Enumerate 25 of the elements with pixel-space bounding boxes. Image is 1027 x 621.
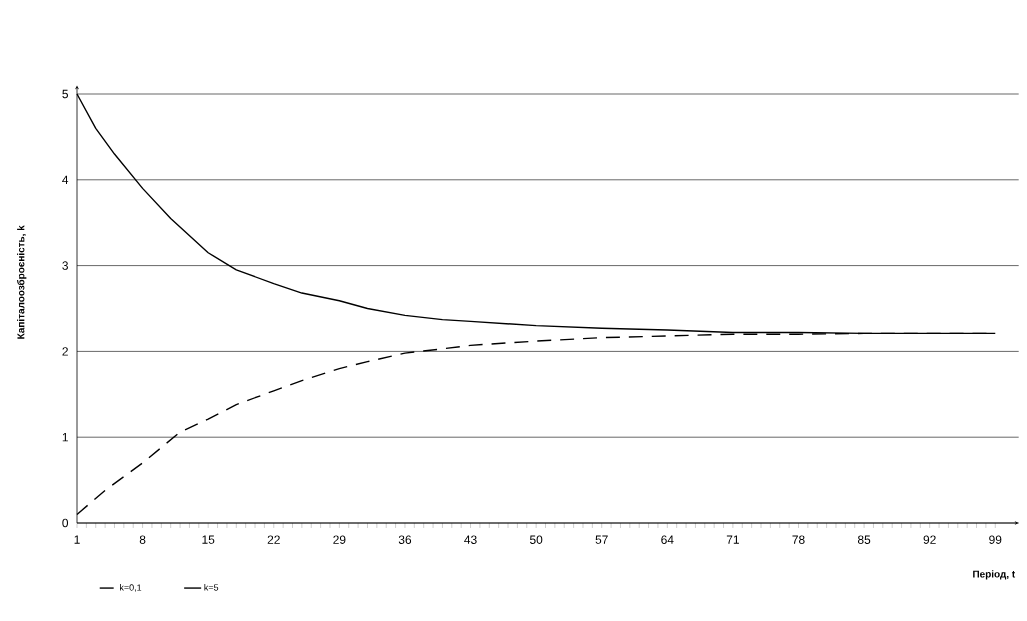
x-axis-title: Період, t [973,570,1016,580]
x-tick-label: 71 [726,535,739,544]
x-tick-label: 78 [792,535,805,544]
x-tick-label: 8 [139,535,146,544]
x-tick-label: 57 [595,535,608,544]
legend-label: k=0,1 [120,584,142,592]
x-tick-label: 99 [989,535,1002,544]
y-tick-label: 2 [62,347,68,356]
y-axis-title: Капіталоозброєність, k [17,225,27,339]
legend-label: k=5 [204,584,219,591]
x-tick-label: 15 [202,535,215,544]
y-tick-label: 5 [62,89,68,99]
y-tick-label: 0 [62,518,69,528]
x-tick-label: 36 [398,535,412,544]
x-tick-label: 22 [267,535,280,544]
y-tick-label: 1 [62,433,68,442]
x-tick-label: 50 [529,535,543,544]
x-tick-label: 1 [74,535,80,544]
y-tick-label: 3 [62,261,68,270]
x-tick-label: 64 [661,535,674,544]
y-tick-label: 4 [62,175,69,184]
x-tick-label: 85 [857,535,871,544]
x-tick-label: 92 [923,535,936,544]
x-tick-label: 29 [333,535,346,544]
x-tick-label: 43 [464,535,477,544]
